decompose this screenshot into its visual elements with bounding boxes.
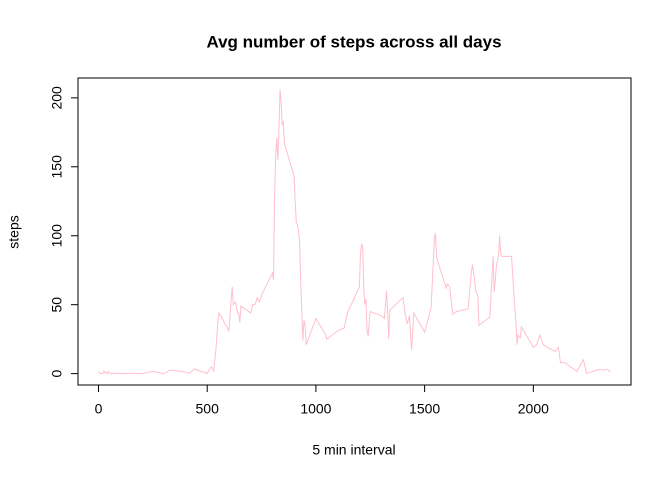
x-tick-label: 1000 [300,401,331,417]
y-tick-label: 0 [49,370,65,378]
x-tick-label: 500 [196,401,220,417]
x-tick-label: 1500 [409,401,440,417]
plot-box [77,77,632,386]
y-axis-label: steps [6,215,22,248]
y-tick-label: 150 [49,155,65,179]
y-tick-label: 200 [49,86,65,110]
chart-title: Avg number of steps across all days [206,32,501,51]
data-line [98,89,611,375]
y-tick-label: 100 [49,224,65,248]
x-axis-label: 5 min interval [312,442,395,458]
x-tick-label: 2000 [518,401,549,417]
x-tick-label: 0 [95,401,103,417]
y-tick-label: 50 [49,297,65,313]
